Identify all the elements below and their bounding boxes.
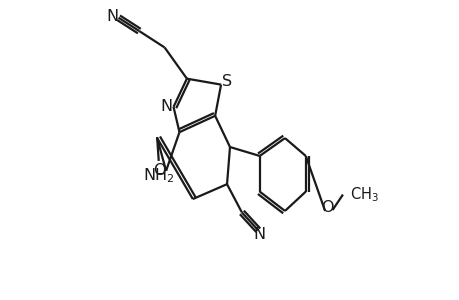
Text: O: O — [153, 163, 165, 178]
Text: O: O — [320, 200, 333, 215]
Text: NH$_2$: NH$_2$ — [143, 166, 174, 185]
Text: N: N — [253, 227, 265, 242]
Text: CH$_3$: CH$_3$ — [350, 185, 379, 204]
Text: N: N — [106, 9, 118, 24]
Text: S: S — [222, 74, 232, 89]
Text: N: N — [160, 99, 172, 114]
